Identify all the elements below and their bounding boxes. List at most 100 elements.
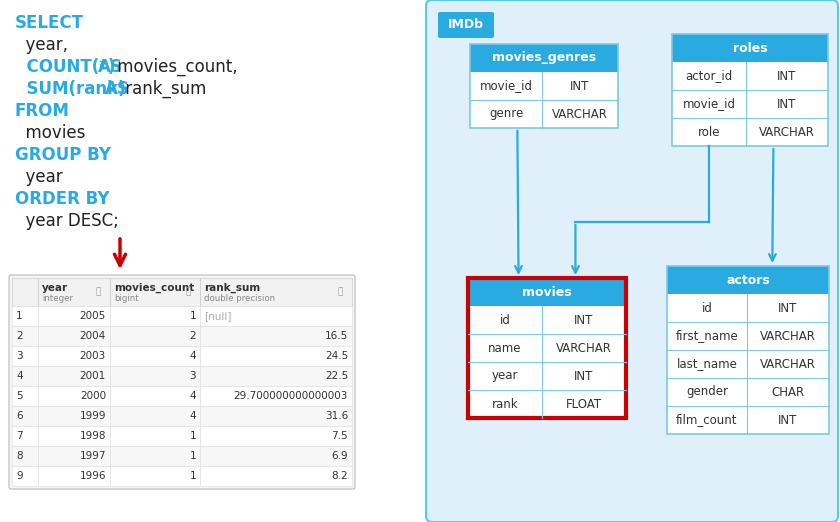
Bar (468, 362, 626, 390)
FancyBboxPatch shape (468, 278, 626, 306)
Bar (110, 278, 200, 306)
Bar (38, 446, 110, 466)
Text: 4: 4 (189, 411, 196, 421)
Text: rank: rank (491, 397, 518, 410)
Bar (38, 386, 110, 406)
Bar (200, 278, 352, 306)
Text: [null]: [null] (204, 311, 232, 321)
Text: 2000: 2000 (80, 391, 106, 401)
Text: 2005: 2005 (80, 311, 106, 321)
Bar (38, 426, 110, 446)
Bar (672, 34, 828, 146)
Bar (468, 278, 626, 418)
Bar (200, 326, 352, 346)
Bar (110, 326, 200, 346)
Bar (110, 446, 200, 466)
Text: double precision: double precision (204, 294, 276, 303)
Bar (12, 346, 38, 366)
Text: 1: 1 (189, 431, 196, 441)
Text: FLOAT: FLOAT (566, 397, 602, 410)
Bar (200, 306, 352, 326)
FancyBboxPatch shape (9, 275, 355, 489)
Text: 8: 8 (16, 451, 23, 461)
Bar (667, 266, 829, 434)
Text: integer: integer (42, 294, 73, 303)
Text: 22.5: 22.5 (325, 371, 348, 381)
Bar (667, 294, 829, 322)
Bar (470, 58, 618, 72)
FancyBboxPatch shape (426, 0, 838, 522)
Text: year DESC;: year DESC; (15, 212, 119, 230)
Text: year: year (15, 168, 63, 186)
Bar (468, 306, 626, 334)
Bar (12, 426, 38, 446)
Text: 3: 3 (189, 371, 196, 381)
Text: rank_sum: rank_sum (120, 80, 207, 98)
Bar (468, 334, 626, 362)
Text: year: year (42, 283, 68, 293)
Text: 3: 3 (16, 351, 23, 361)
Text: INT: INT (777, 69, 796, 82)
Bar (667, 350, 829, 378)
Text: 1: 1 (189, 471, 196, 481)
FancyBboxPatch shape (672, 34, 828, 62)
Text: 🔒: 🔒 (96, 288, 102, 296)
Text: SUM(rank): SUM(rank) (15, 80, 131, 98)
Bar (667, 378, 829, 406)
Text: movies_count: movies_count (114, 283, 194, 293)
Text: 5: 5 (16, 391, 23, 401)
Bar (110, 466, 200, 486)
Text: first_name: first_name (675, 329, 738, 342)
Bar (672, 62, 828, 90)
Bar (12, 466, 38, 486)
Bar (110, 406, 200, 426)
Text: 4: 4 (189, 391, 196, 401)
Text: actors: actors (726, 274, 770, 287)
Bar (38, 278, 110, 306)
Text: roles: roles (732, 42, 767, 54)
Text: year: year (491, 370, 518, 383)
Text: IMDb: IMDb (448, 18, 484, 31)
Bar (12, 306, 38, 326)
Text: 🔒: 🔒 (186, 288, 192, 296)
Bar (12, 326, 38, 346)
Text: movies: movies (522, 286, 572, 299)
Text: VARCHAR: VARCHAR (760, 358, 816, 371)
Text: 2004: 2004 (80, 331, 106, 341)
Text: id: id (701, 302, 712, 314)
Bar (110, 346, 200, 366)
Bar (38, 466, 110, 486)
Text: CHAR: CHAR (771, 386, 805, 398)
Text: INT: INT (777, 98, 796, 111)
Bar (470, 44, 618, 128)
Text: movies_count,: movies_count, (113, 58, 238, 76)
Bar (110, 366, 200, 386)
Text: 1: 1 (189, 451, 196, 461)
Text: 4: 4 (189, 351, 196, 361)
Bar (200, 426, 352, 446)
Text: 7.5: 7.5 (331, 431, 348, 441)
Bar (667, 280, 829, 294)
FancyBboxPatch shape (667, 266, 829, 294)
Text: movie_id: movie_id (683, 98, 736, 111)
Bar (672, 90, 828, 118)
Bar (38, 346, 110, 366)
Bar (200, 386, 352, 406)
Bar (200, 366, 352, 386)
Text: movies_genres: movies_genres (492, 52, 596, 65)
Bar (12, 406, 38, 426)
Text: rank_sum: rank_sum (204, 283, 260, 293)
Text: SELECT: SELECT (15, 14, 84, 32)
Text: 6.9: 6.9 (331, 451, 348, 461)
Text: movies: movies (15, 124, 86, 142)
Text: INT: INT (575, 314, 594, 326)
Text: year,: year, (15, 36, 68, 54)
Text: genre: genre (489, 108, 523, 121)
Text: 1998: 1998 (80, 431, 106, 441)
Text: 2: 2 (16, 331, 23, 341)
Text: bigint: bigint (114, 294, 139, 303)
Bar (38, 306, 110, 326)
Text: 31.6: 31.6 (325, 411, 348, 421)
Bar (667, 322, 829, 350)
FancyBboxPatch shape (470, 44, 618, 72)
